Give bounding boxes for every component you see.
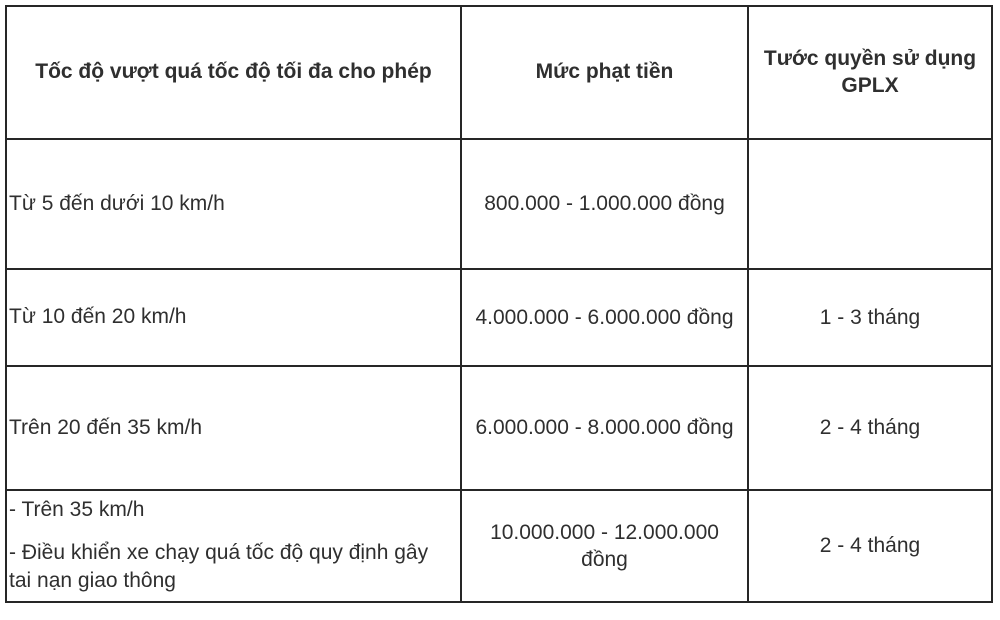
- speed-text: - Trên 35 km/h: [9, 498, 145, 522]
- cell-fine: 10.000.000 - 12.000.000 đồng: [460, 489, 749, 603]
- table-row: - Trên 35 km/h - Điều khiển xe chạy quá …: [5, 489, 993, 603]
- table-row: Từ 5 đến dưới 10 km/h 800.000 - 1.000.00…: [5, 138, 993, 270]
- cell-license: 2 - 4 tháng: [747, 489, 993, 603]
- cell-speed: Từ 10 đến 20 km/h: [5, 268, 462, 367]
- cell-speed: Từ 5 đến dưới 10 km/h: [5, 138, 462, 270]
- header-license: Tước quyền sử dụng GPLX: [747, 5, 993, 140]
- header-fine: Mức phạt tiền: [460, 5, 749, 140]
- speed-text: Trên 20 đến 35 km/h: [9, 415, 202, 439]
- cell-fine: 800.000 - 1.000.000 đồng: [460, 138, 749, 270]
- cell-license: 2 - 4 tháng: [747, 365, 993, 491]
- table-row: Từ 10 đến 20 km/h 4.000.000 - 6.000.000 …: [5, 268, 993, 367]
- cell-fine: 6.000.000 - 8.000.000 đồng: [460, 365, 749, 491]
- cell-speed: Trên 20 đến 35 km/h: [5, 365, 462, 491]
- cell-fine: 4.000.000 - 6.000.000 đồng: [460, 268, 749, 367]
- speeding-fines-table: Tốc độ vượt quá tốc độ tối đa cho phép M…: [5, 5, 993, 603]
- speed-text: Từ 10 đến 20 km/h: [9, 305, 187, 329]
- table-body: Từ 5 đến dưới 10 km/h 800.000 - 1.000.00…: [5, 138, 993, 603]
- header-speed: Tốc độ vượt quá tốc độ tối đa cho phép: [5, 5, 462, 140]
- cell-license: 1 - 3 tháng: [747, 268, 993, 367]
- speed-text: Từ 5 đến dưới 10 km/h: [9, 191, 225, 215]
- cell-license: [747, 138, 993, 270]
- table-row: Trên 20 đến 35 km/h 6.000.000 - 8.000.00…: [5, 365, 993, 491]
- table-header: Tốc độ vượt quá tốc độ tối đa cho phép M…: [5, 5, 993, 140]
- cell-speed: - Trên 35 km/h - Điều khiển xe chạy quá …: [5, 489, 462, 603]
- header-row: Tốc độ vượt quá tốc độ tối đa cho phép M…: [5, 5, 993, 140]
- speed-text: - Điều khiển xe chạy quá tốc độ quy định…: [9, 540, 429, 593]
